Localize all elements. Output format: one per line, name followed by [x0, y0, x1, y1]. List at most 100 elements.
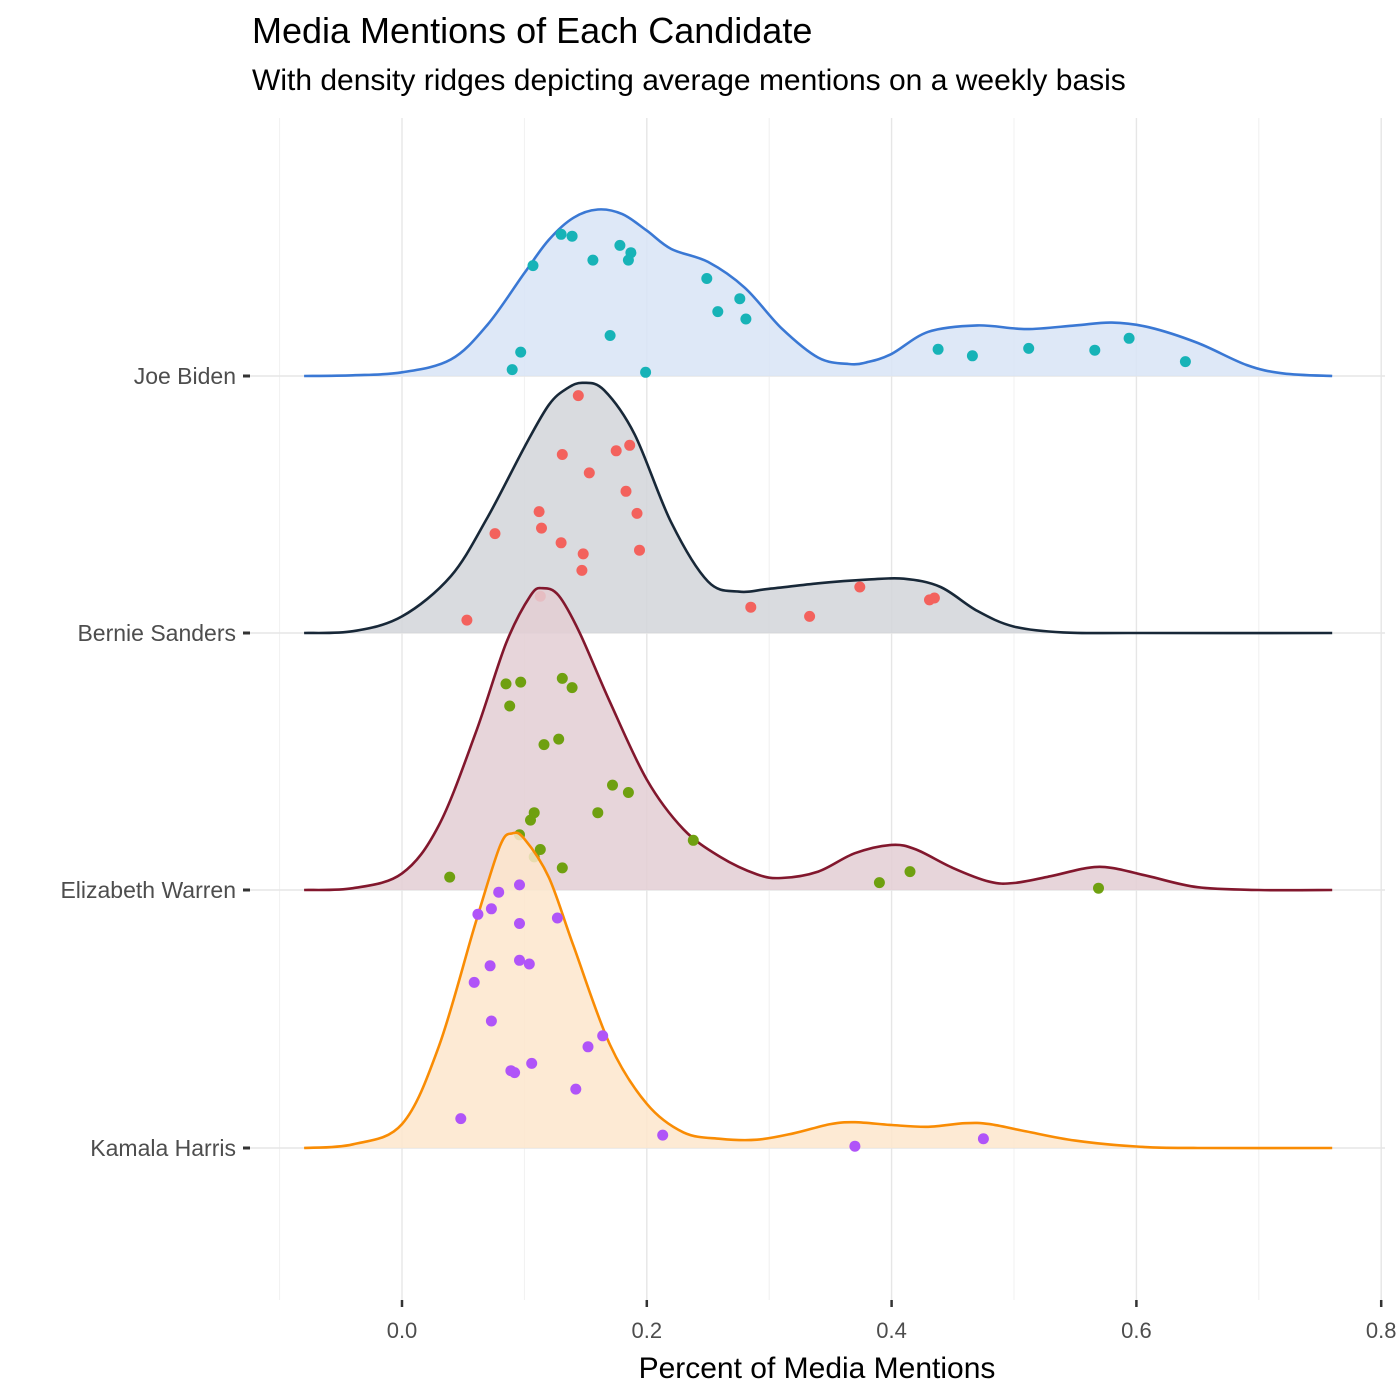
y-tick-label: Kamala Harris	[90, 1135, 236, 1161]
data-point	[592, 807, 604, 819]
data-point	[631, 507, 643, 519]
data-point	[622, 254, 634, 266]
data-point	[712, 306, 724, 318]
data-point	[472, 908, 484, 920]
data-point	[461, 614, 473, 626]
x-tick-label: 0.8	[1366, 1318, 1397, 1343]
data-point	[657, 1129, 669, 1141]
data-point	[977, 1133, 989, 1145]
chart-subtitle: With density ridges depicting average me…	[252, 64, 1126, 97]
data-point	[873, 877, 885, 889]
data-point	[506, 364, 518, 376]
data-point	[932, 343, 944, 355]
data-point	[525, 814, 536, 826]
data-point	[577, 548, 589, 560]
data-point	[514, 918, 525, 929]
data-point	[538, 739, 550, 751]
data-point	[1179, 356, 1191, 368]
y-tick-label: Elizabeth Warren	[60, 877, 236, 903]
data-point	[576, 564, 588, 576]
data-point	[514, 879, 525, 891]
data-point	[484, 960, 496, 972]
data-point	[924, 594, 935, 606]
x-axis-title: Percent of Media Mentions	[639, 1352, 996, 1385]
ridge-elizabeth-warren	[304, 586, 1333, 894]
data-point	[582, 1041, 594, 1053]
data-point	[622, 787, 634, 798]
data-point	[514, 954, 525, 966]
data-point	[610, 445, 622, 457]
data-point	[607, 779, 618, 791]
ridge-line	[304, 208, 1333, 378]
data-point	[634, 544, 645, 556]
data-point	[1023, 342, 1035, 354]
data-point	[509, 1067, 521, 1079]
data-point	[485, 1015, 497, 1027]
data-point	[551, 912, 563, 924]
data-point	[515, 346, 527, 358]
data-point	[854, 581, 866, 593]
ridge-joe-biden	[304, 208, 1333, 378]
data-point	[468, 976, 480, 988]
data-point	[640, 366, 652, 378]
data-point	[444, 871, 456, 883]
y-axis: Joe Biden Bernie Sanders Elizabeth Warren K…	[60, 363, 250, 1161]
data-point	[849, 1140, 861, 1152]
ridge-fill	[304, 382, 1333, 634]
ridge-kamala-harris	[304, 831, 1333, 1152]
data-point	[556, 862, 568, 874]
data-point	[527, 260, 539, 272]
data-point	[504, 700, 516, 712]
data-point	[597, 1030, 609, 1042]
data-point	[1123, 332, 1135, 344]
data-point	[536, 522, 547, 534]
x-tick-label: 0.2	[632, 1318, 663, 1343]
ridge-line	[304, 586, 1333, 892]
data-point	[614, 239, 626, 251]
data-point	[489, 528, 501, 540]
data-point	[583, 467, 595, 479]
data-point	[701, 273, 713, 284]
data-point	[620, 485, 632, 497]
data-point	[500, 678, 512, 690]
data-point	[624, 439, 636, 451]
data-point	[534, 844, 546, 855]
x-tick-label: 0.0	[387, 1318, 418, 1343]
data-point	[493, 886, 505, 898]
data-point	[572, 390, 584, 402]
data-point	[587, 254, 599, 266]
data-point	[687, 834, 699, 846]
ridge-fill	[304, 209, 1333, 376]
y-tick-label: Joe Biden	[134, 363, 236, 389]
data-point	[533, 506, 545, 518]
data-point	[804, 610, 816, 622]
ridge-line	[304, 381, 1333, 635]
x-tick-label: 0.6	[1121, 1318, 1152, 1343]
data-point	[740, 313, 752, 325]
data-point	[745, 601, 757, 613]
data-point	[566, 230, 578, 242]
ridge-line	[304, 831, 1333, 1150]
ridge-fill	[304, 588, 1333, 891]
data-point	[455, 1113, 467, 1125]
data-point	[604, 330, 616, 341]
data-point	[1093, 882, 1104, 894]
x-tick-label: 0.4	[876, 1318, 907, 1343]
chart-title: Media Mentions of Each Candidate	[252, 10, 813, 51]
data-point	[485, 903, 497, 915]
data-point	[555, 228, 567, 240]
data-point	[526, 1057, 538, 1069]
data-point	[556, 449, 568, 460]
ridges	[304, 208, 1333, 1152]
x-axis: 0.0 0.2 0.4 0.6 0.8	[387, 1300, 1397, 1343]
data-point	[515, 676, 527, 688]
data-point	[555, 537, 567, 549]
data-point	[553, 733, 565, 745]
data-point	[566, 682, 578, 694]
data-point	[966, 350, 978, 362]
data-point	[904, 866, 916, 878]
y-tick-label: Bernie Sanders	[77, 620, 236, 646]
ridge-bernie-sanders	[304, 381, 1333, 635]
data-point	[556, 672, 568, 684]
